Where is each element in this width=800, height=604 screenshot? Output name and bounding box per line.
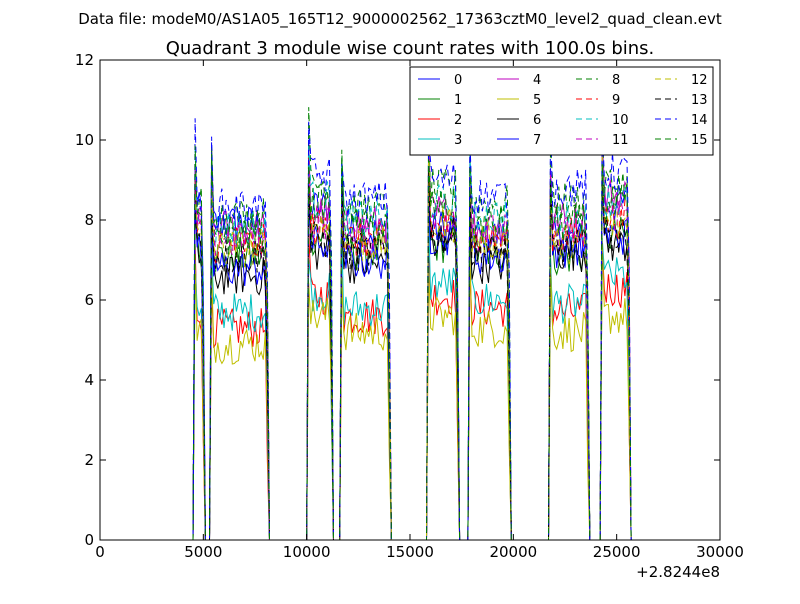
legend-label: 8	[612, 73, 620, 88]
series-line-2	[192, 233, 632, 540]
x-tick-label: 15000	[386, 543, 434, 561]
x-tick-label: 10000	[283, 543, 331, 561]
legend-label: 3	[454, 133, 462, 148]
legend-label: 6	[533, 113, 541, 128]
x-tick-label: 20000	[489, 543, 537, 561]
series-line-12	[192, 149, 632, 540]
legend-label: 4	[533, 73, 541, 88]
legend-label: 1	[454, 93, 462, 108]
y-tick-label: 6	[84, 291, 94, 309]
x-tick-label: 5000	[184, 543, 222, 561]
y-tick-label: 2	[84, 451, 94, 469]
series-line-8	[192, 103, 632, 540]
legend-label: 15	[691, 133, 708, 148]
series-line-3	[192, 212, 632, 540]
legend-label: 7	[533, 133, 541, 148]
legend-label: 14	[691, 113, 708, 128]
series-layer	[192, 103, 632, 540]
x-axis-offset-label: +2.8244e8	[636, 563, 720, 581]
chart-title: Quadrant 3 module wise count rates with …	[166, 38, 655, 59]
y-tick-label: 4	[84, 371, 94, 389]
legend-label: 10	[612, 113, 629, 128]
legend-label: 12	[691, 73, 708, 88]
series-line-7	[192, 177, 632, 540]
y-tick-label: 0	[84, 531, 94, 549]
series-line-15	[192, 145, 632, 540]
y-tick-label: 8	[84, 211, 94, 229]
series-line-14	[192, 117, 632, 540]
legend-label: 11	[612, 133, 629, 148]
figure-suptitle: Data file: modeM0/AS1A05_165T12_90000025…	[78, 10, 722, 29]
x-axis: 0 5000 10000 15000 20000 25000 30000	[95, 60, 744, 561]
legend-label: 9	[612, 93, 620, 108]
legend-label: 5	[533, 93, 541, 108]
legend-box	[409, 66, 714, 156]
x-tick-label: 25000	[593, 543, 641, 561]
series-line-5	[192, 240, 632, 540]
series-line-0	[192, 139, 632, 540]
x-tick-label: 0	[95, 543, 105, 561]
legend-label: 2	[454, 113, 462, 128]
legend-label: 13	[691, 93, 708, 108]
y-tick-label: 12	[75, 51, 94, 69]
y-tick-label: 10	[75, 131, 94, 149]
series-line-11	[192, 145, 632, 540]
x-tick-label: 30000	[696, 543, 744, 561]
legend-label: 0	[454, 73, 462, 88]
